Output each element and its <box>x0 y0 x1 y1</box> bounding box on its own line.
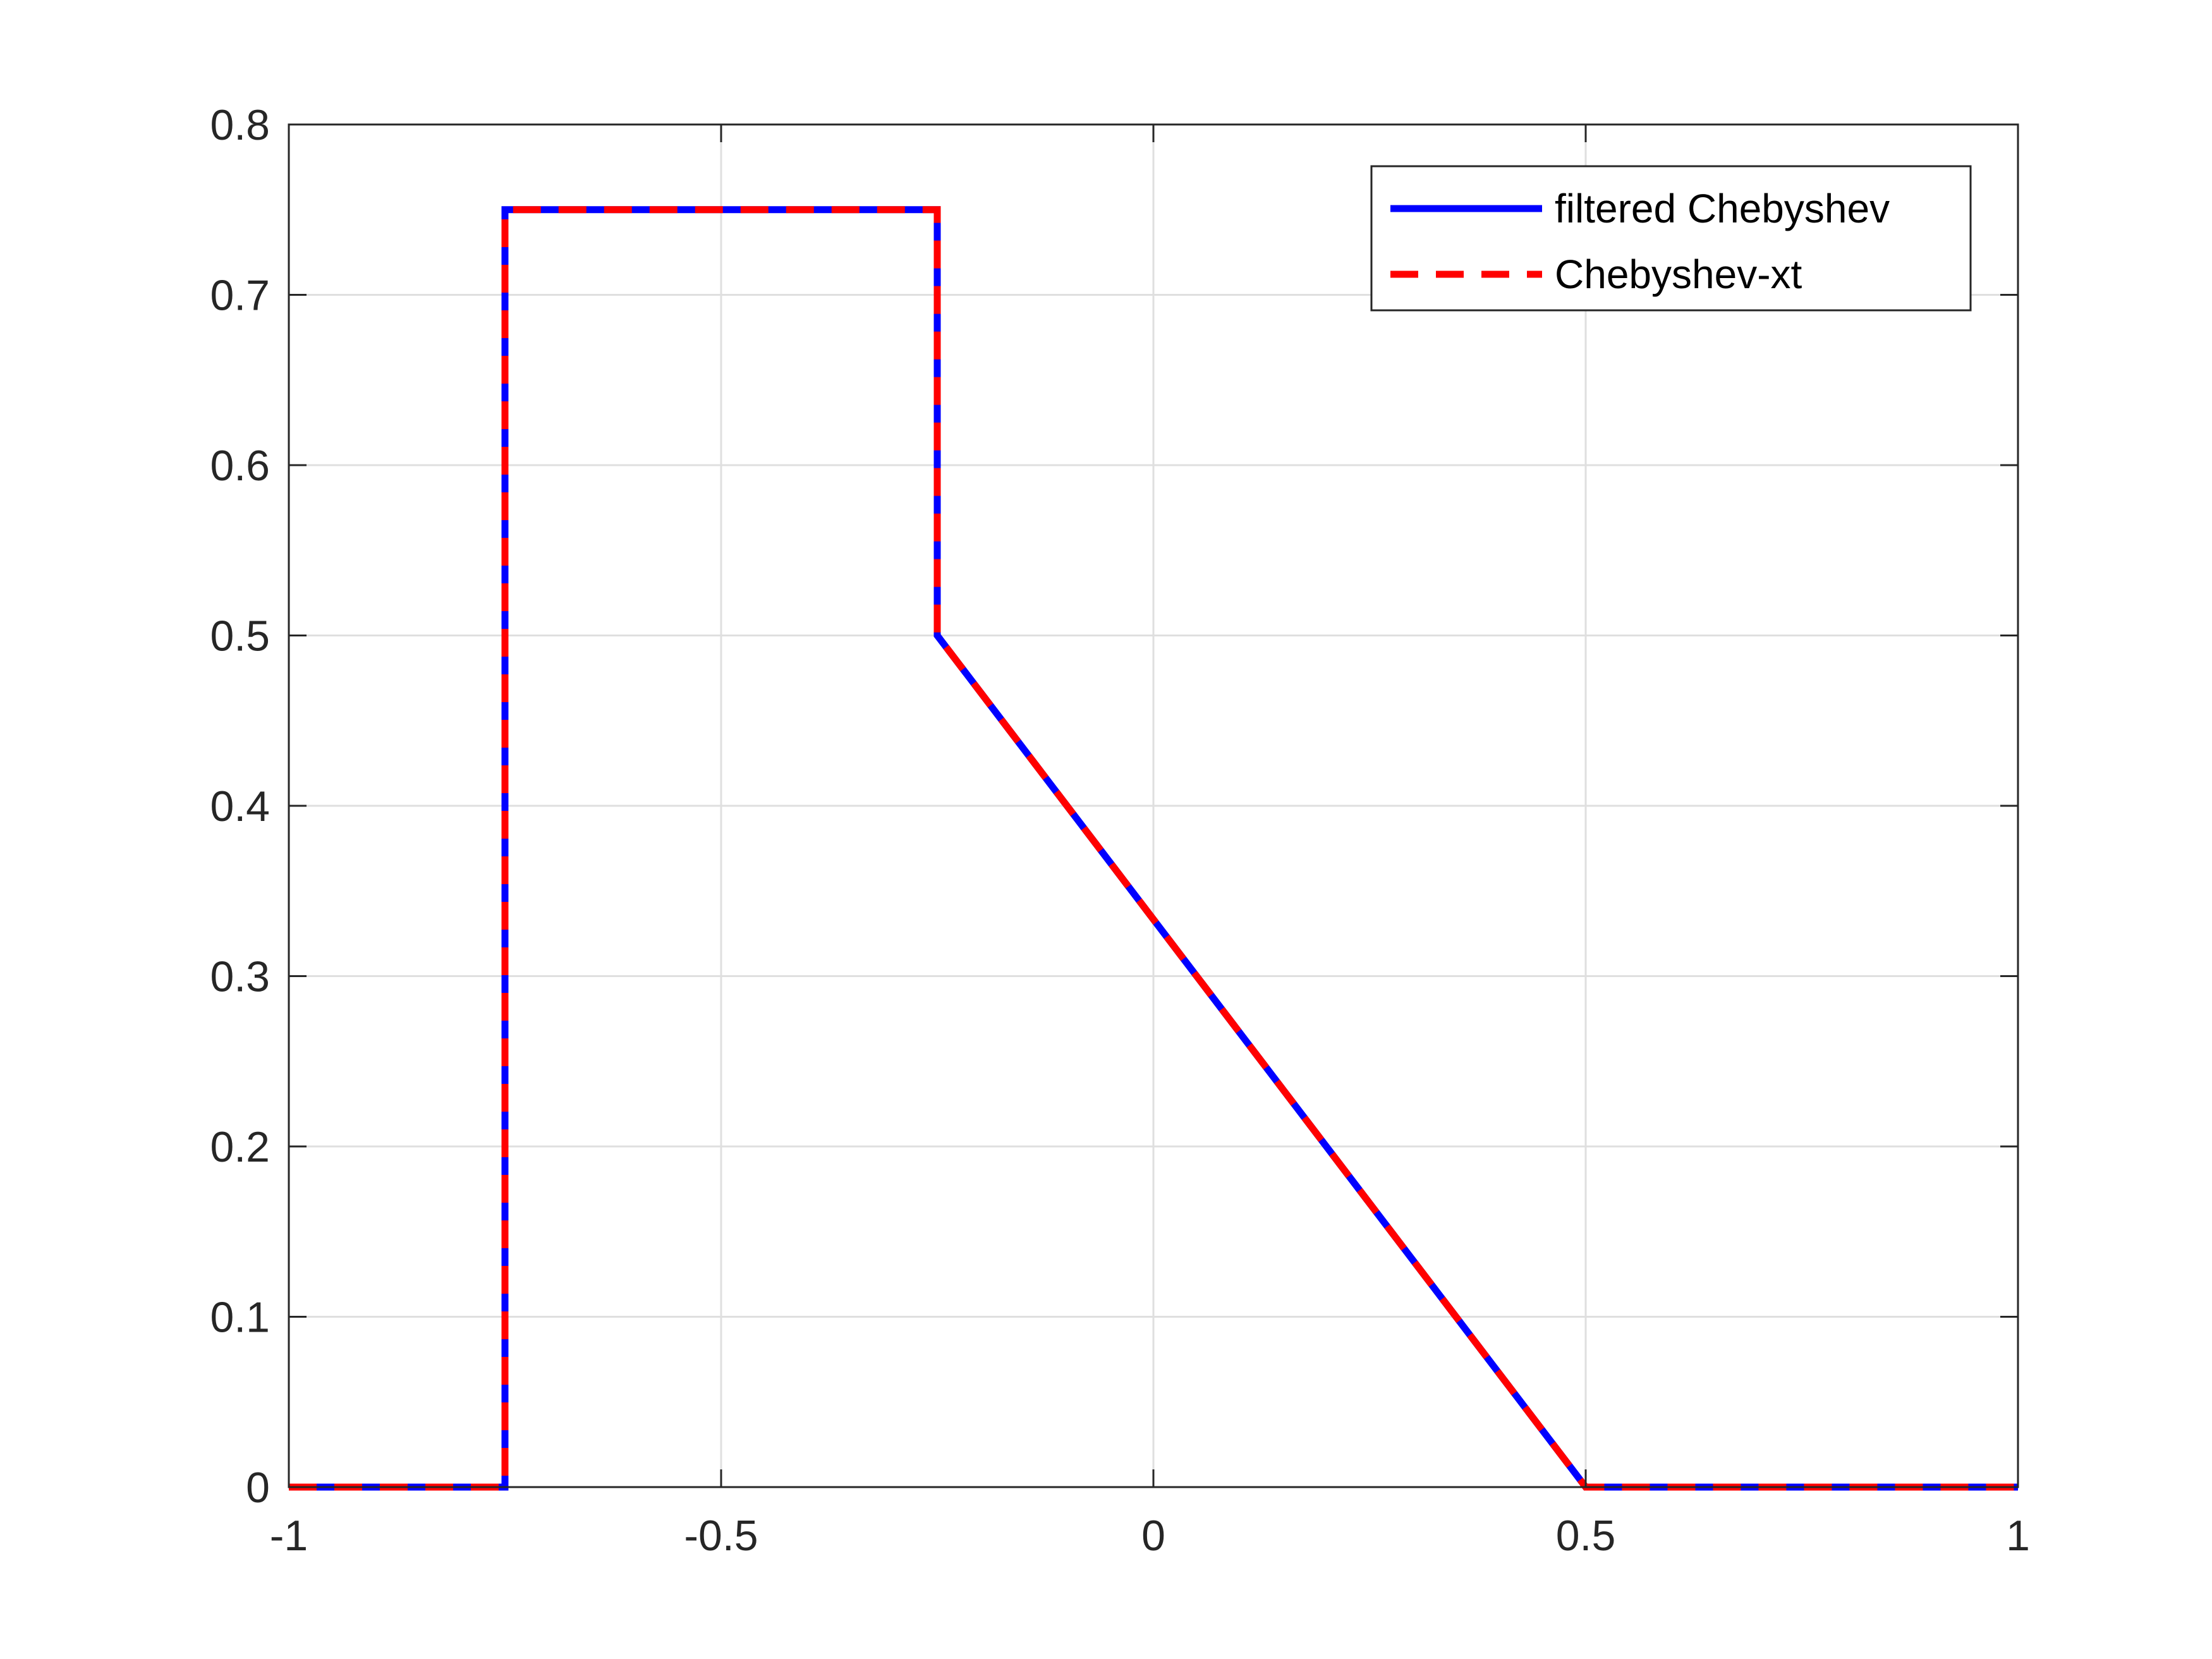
y-tick-label: 0.4 <box>210 782 270 830</box>
y-tick-label: 0.1 <box>210 1294 270 1342</box>
x-tick-label: 1 <box>2006 1512 2030 1560</box>
x-tick-label: 0.5 <box>1556 1512 1616 1560</box>
y-tick-label: 0 <box>246 1464 270 1512</box>
x-tick-label: -1 <box>270 1512 308 1560</box>
x-tick-label: 0 <box>1141 1512 1165 1560</box>
grid-lines <box>289 125 2018 1487</box>
y-tick-label: 0.6 <box>210 442 270 490</box>
legend-label-2: Chebyshev-xt <box>1555 252 1802 297</box>
y-tick-label: 0.7 <box>210 272 270 320</box>
legend-box <box>1370 165 1972 312</box>
legend-label-1: filtered Chebyshev <box>1555 186 1890 231</box>
y-tick-label: 0.5 <box>210 612 270 660</box>
tick-marks <box>288 123 2019 1488</box>
y-tick-label: 0.3 <box>210 953 270 1001</box>
y-tick-label: 0.2 <box>210 1123 270 1171</box>
x-tick-labels: -1 -0.5 0 0.5 1 <box>270 1512 2030 1560</box>
x-tick-label: -0.5 <box>684 1512 758 1560</box>
legend: filtered Chebyshev Chebyshev-xt <box>1370 165 1972 312</box>
y-tick-label: 0.8 <box>210 101 270 149</box>
y-tick-labels: 0 0.1 0.2 0.3 0.4 0.5 0.6 0.7 0.8 <box>210 101 270 1512</box>
